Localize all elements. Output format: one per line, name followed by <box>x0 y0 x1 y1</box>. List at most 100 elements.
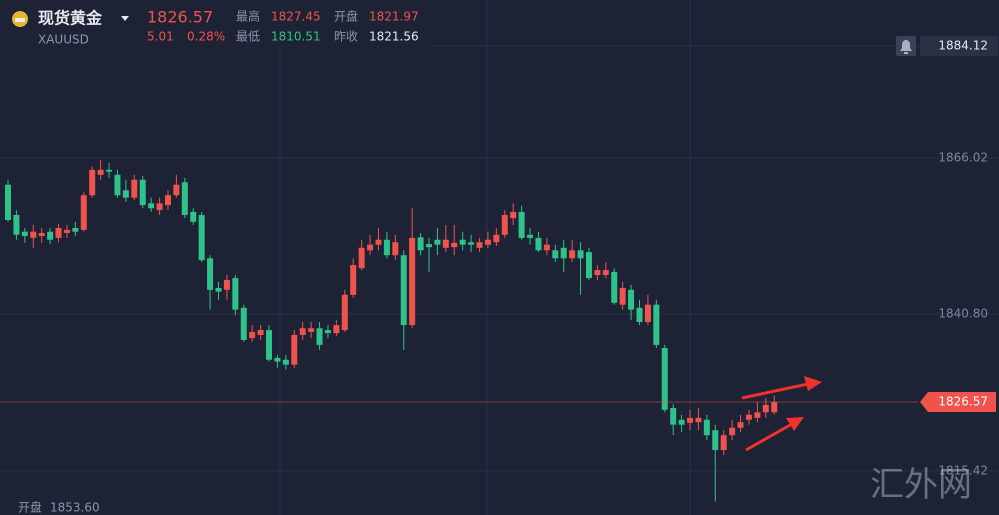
candle-body <box>493 234 500 243</box>
candle-body <box>139 179 146 206</box>
candle-body <box>636 307 643 323</box>
candle-body <box>434 239 441 245</box>
candle-body <box>30 231 37 238</box>
candle-body <box>695 417 702 423</box>
candle-body <box>754 412 761 418</box>
low-value: 1810.51 <box>271 30 321 44</box>
candle-body <box>535 237 542 251</box>
candle-body <box>729 427 736 436</box>
candle-body <box>257 330 264 336</box>
arrow-shaft <box>741 382 809 400</box>
candle-body <box>594 270 601 276</box>
candle-body <box>55 227 62 238</box>
candle-body <box>232 278 239 310</box>
indicator-label: 开盘 <box>18 500 42 515</box>
candle-body <box>291 335 298 365</box>
candle-body <box>518 211 525 238</box>
y-tick-label: 1815.42 <box>938 463 988 477</box>
candle-body <box>501 215 508 235</box>
candle-body <box>678 419 685 425</box>
candle-body <box>527 234 534 238</box>
candles <box>5 159 778 502</box>
instrument-name: 现货黄金 <box>38 9 103 28</box>
candle-body <box>670 407 677 425</box>
high-label: 最高 <box>236 9 260 24</box>
low-label: 最低 <box>236 30 260 44</box>
prev-close-value: 1821.56 <box>369 30 419 44</box>
candle-body <box>114 174 121 196</box>
candle-body <box>97 169 104 175</box>
candle-body <box>274 357 281 362</box>
candle-body <box>720 435 727 451</box>
candle-body <box>367 244 374 251</box>
candle-body <box>569 250 576 259</box>
grid: 1866.02 1840.80 1815.42 <box>0 150 999 477</box>
candle-body <box>131 179 138 198</box>
candle-body <box>400 255 407 326</box>
candle-body <box>409 237 416 326</box>
candle-body <box>72 227 79 232</box>
candle-body <box>299 328 306 336</box>
candle-body <box>628 289 635 310</box>
arrow-head <box>804 376 822 391</box>
candle-body <box>577 250 584 259</box>
candle-body <box>737 422 744 428</box>
candle-body <box>148 203 155 209</box>
candle-body <box>358 247 365 269</box>
candle-body <box>703 419 710 436</box>
candle-body <box>38 232 45 237</box>
candle-body <box>451 242 458 248</box>
candle-body <box>21 231 28 237</box>
candle-body <box>324 330 331 334</box>
candle-body <box>468 242 475 245</box>
dropdown-caret[interactable] <box>121 16 129 21</box>
candle-body <box>308 328 315 332</box>
alert-tag-bg <box>920 36 998 57</box>
candle-body <box>383 239 390 256</box>
last-price: 1826.57 <box>147 8 213 27</box>
arrow-shaft <box>745 422 793 452</box>
candle-body <box>350 265 357 295</box>
candle-body <box>653 304 660 345</box>
candle-body <box>181 182 188 216</box>
candle-body <box>644 304 651 323</box>
candle-body <box>476 242 483 248</box>
candle-body <box>240 307 247 340</box>
candle-body <box>173 184 180 196</box>
candle-body <box>611 271 618 303</box>
candle-body <box>341 294 348 331</box>
candle-body <box>426 244 432 248</box>
candle-body <box>392 242 399 256</box>
candle-body <box>89 169 96 196</box>
candle-body <box>442 239 449 248</box>
arrow-head <box>786 417 804 431</box>
indicator-value: 1853.60 <box>50 501 100 515</box>
watermark: 汇外网 <box>870 465 972 505</box>
candle-body <box>560 247 567 259</box>
alert-label: 1884.12 <box>938 39 988 53</box>
candle-body <box>207 258 214 290</box>
candle-body <box>47 231 54 240</box>
candle-body <box>745 414 752 420</box>
candle-body <box>122 190 129 198</box>
candle-body <box>619 287 626 305</box>
last-price-label: 1826.57 <box>938 394 988 408</box>
candle-body <box>687 417 694 423</box>
candle-body <box>661 347 668 410</box>
bell-icon <box>900 40 912 55</box>
candle-body <box>249 331 256 339</box>
candle-body <box>198 215 205 261</box>
prev-close-label: 昨收 <box>334 30 358 44</box>
candle-body <box>5 184 11 220</box>
candle-body <box>459 239 466 245</box>
candle-body <box>417 237 424 251</box>
candle-body <box>215 287 222 292</box>
open-value: 1821.97 <box>369 10 419 24</box>
candle-body <box>484 239 491 245</box>
candle-body <box>282 359 289 365</box>
header-bg <box>0 0 430 50</box>
candle-body <box>223 279 230 290</box>
candle-body <box>156 203 163 211</box>
